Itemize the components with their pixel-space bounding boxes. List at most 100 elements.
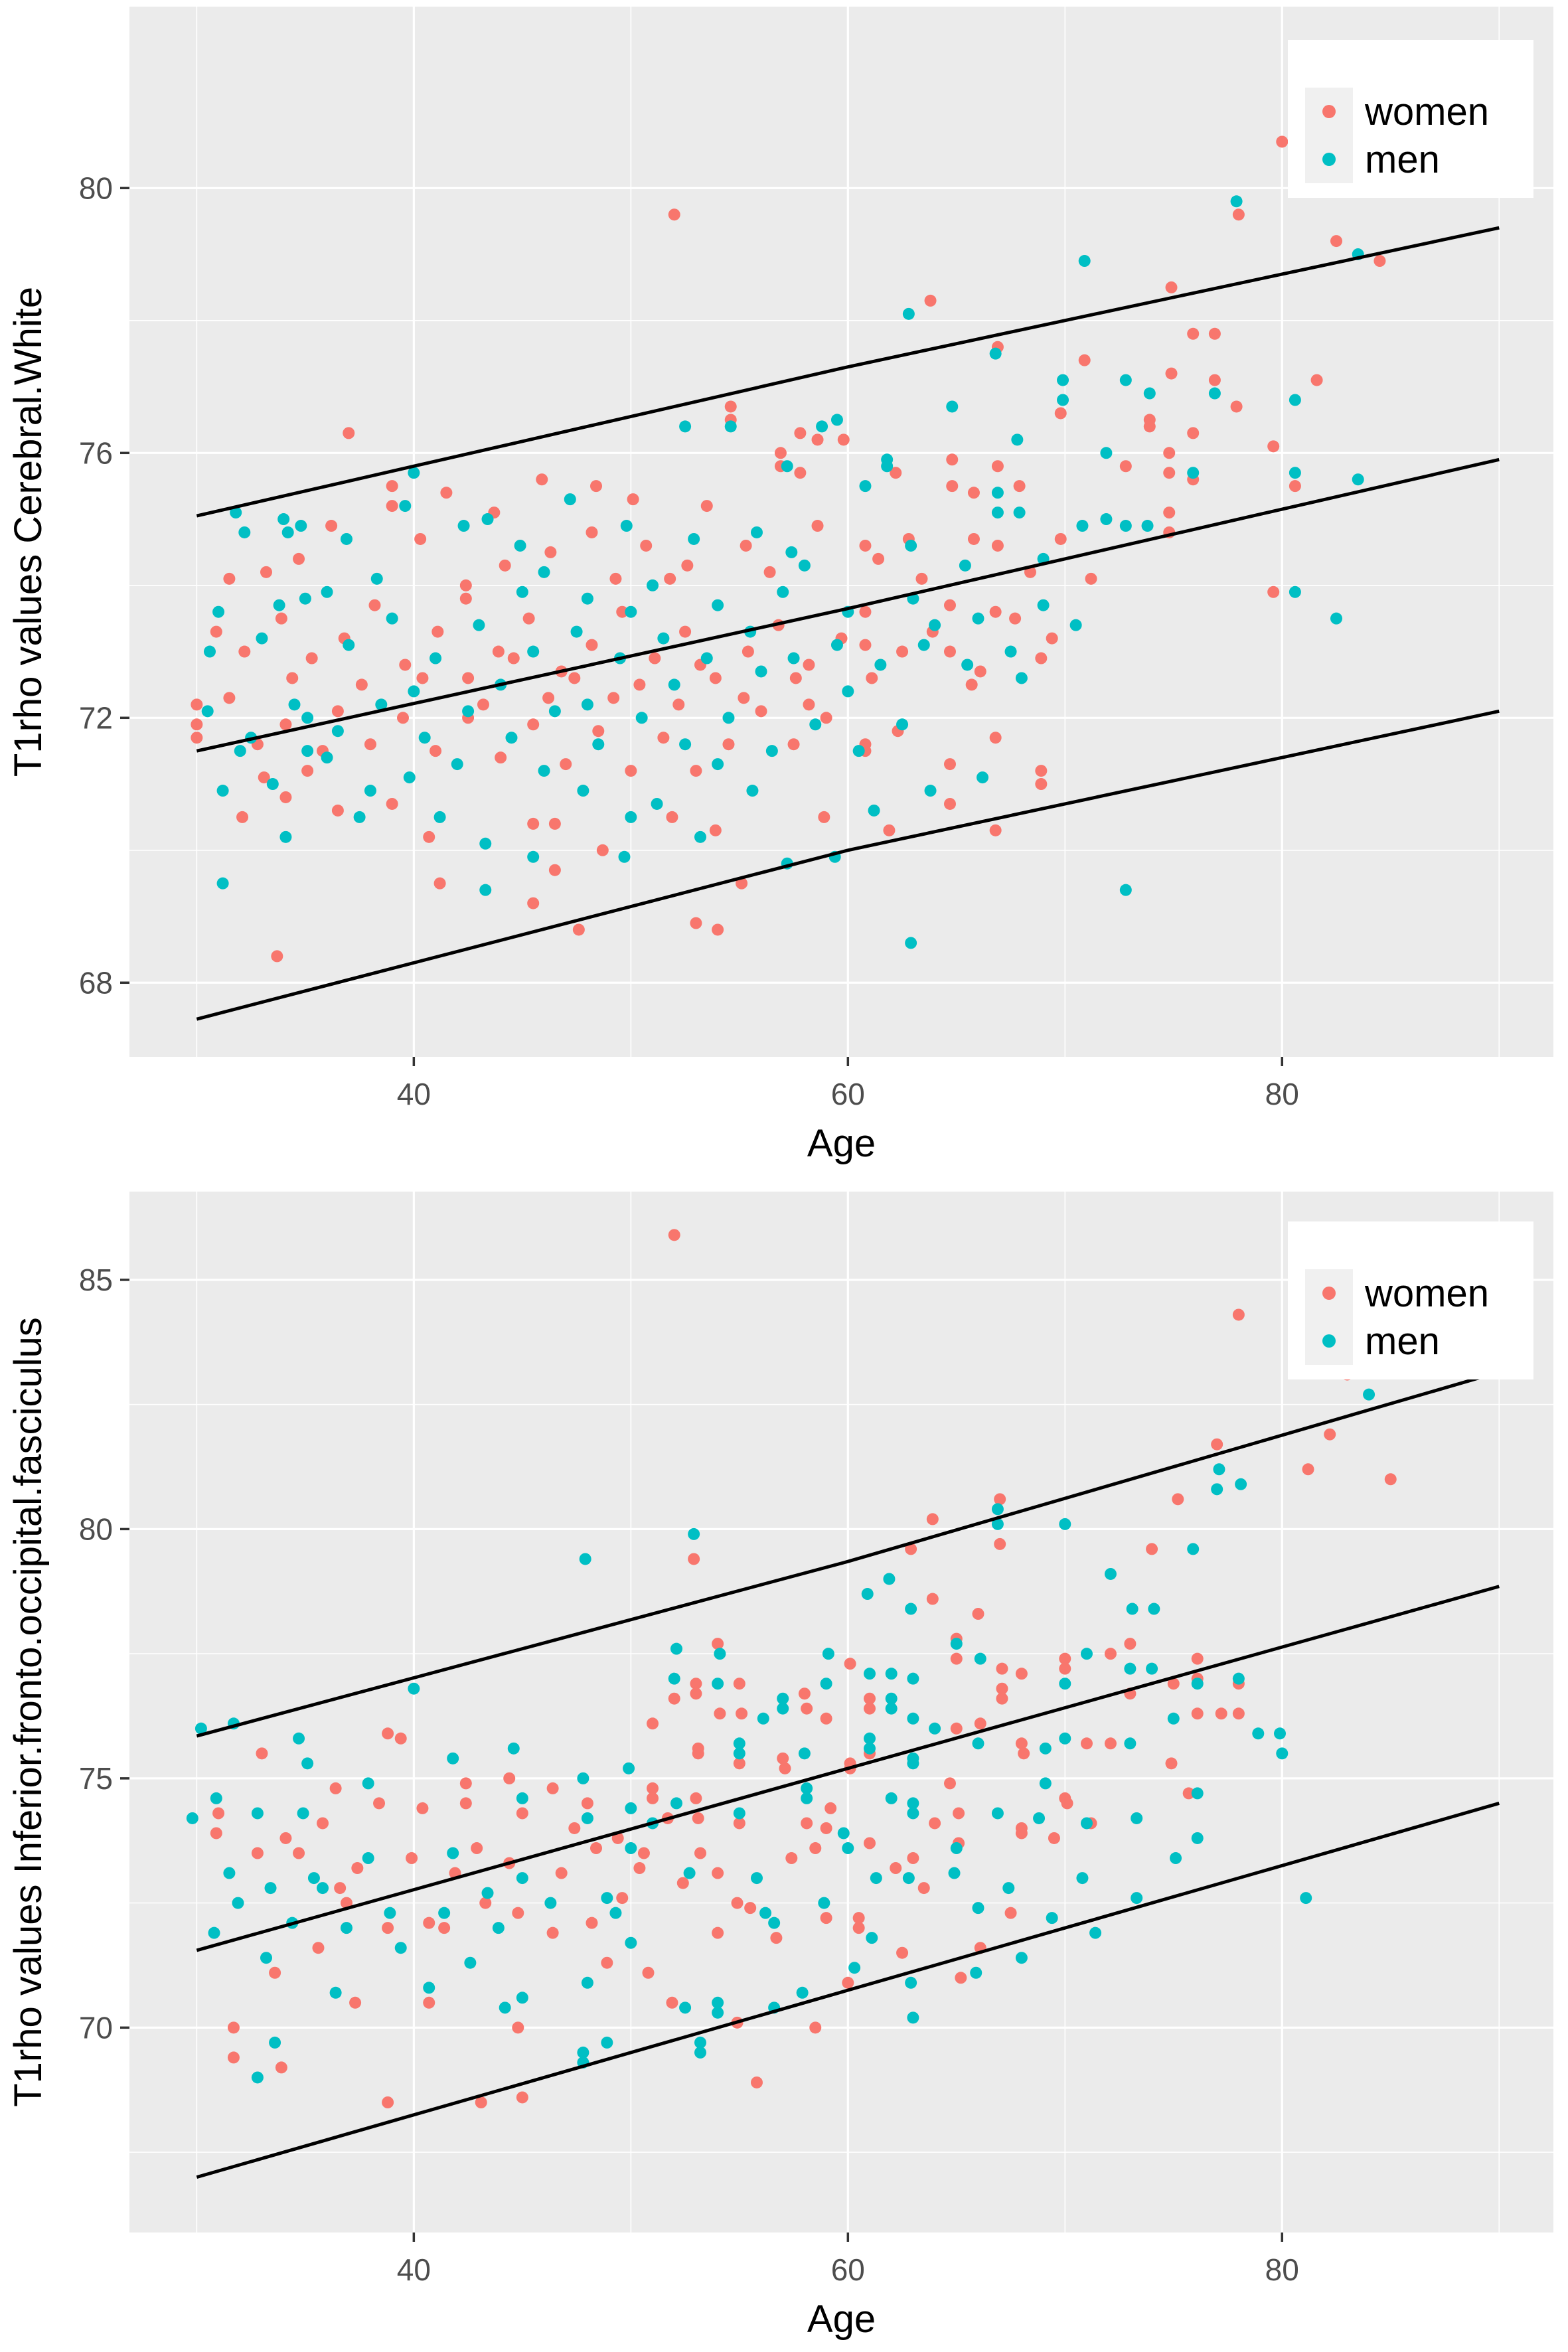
x-tick-label: 40 [397, 2252, 431, 2287]
data-point-men [408, 685, 420, 698]
data-point-women [568, 1822, 581, 1834]
data-point-women [568, 672, 581, 684]
data-point-men [785, 546, 798, 558]
data-point-women [872, 552, 885, 565]
data-point-women [423, 1996, 435, 2009]
data-point-women [692, 1747, 704, 1760]
data-point-women [811, 520, 824, 532]
scatter-plot-cerebral-white: 40 60 80 68 72 76 80 Age T1rho values Cerebral.W… [7, 7, 1553, 1165]
data-point-women [733, 1817, 745, 1830]
data-point-women [991, 539, 1004, 552]
data-point-women [396, 712, 409, 724]
data-point-women [329, 1782, 342, 1794]
data-point-women [974, 1717, 986, 1730]
data-point-women [794, 427, 807, 439]
data-point-men [301, 745, 314, 757]
data-point-women [1035, 652, 1048, 665]
data-point-men [1059, 1732, 1071, 1745]
data-point-men [399, 500, 412, 512]
data-point-women [1191, 1652, 1204, 1665]
data-point-men [972, 1737, 984, 1750]
y-tick-label: 76 [79, 435, 113, 470]
data-point-men [1363, 1388, 1375, 1401]
legend-dot-men [1322, 153, 1336, 166]
data-point-women [859, 605, 872, 618]
data-point-men [679, 738, 692, 751]
data-point-women [989, 824, 1002, 836]
data-point-women [431, 625, 444, 638]
data-point-women [210, 625, 222, 638]
data-point-women [492, 645, 505, 658]
data-point-women [642, 1966, 655, 1979]
data-point-women [459, 592, 472, 605]
data-point-men [1131, 1812, 1143, 1824]
data-point-women [1276, 135, 1289, 148]
data-point-women [787, 738, 800, 751]
data-point-women [647, 1717, 659, 1730]
gridlines-minor [129, 1192, 1553, 2233]
data-point-men [647, 579, 659, 591]
data-point-women [1061, 1797, 1073, 1810]
data-point-men [1191, 1787, 1204, 1800]
data-point-women [883, 824, 896, 836]
data-point-men [1289, 394, 1301, 406]
data-point-women [647, 1792, 659, 1804]
data-point-women [633, 1862, 646, 1875]
data-point-men [238, 526, 251, 538]
data-point-women [755, 705, 767, 718]
data-point-men [266, 778, 279, 791]
data-point-women [637, 1847, 650, 1859]
data-point-men [251, 1807, 264, 1820]
data-point-men [1046, 1912, 1058, 1924]
data-point-women [714, 1707, 726, 1720]
data-point-men [1211, 1483, 1223, 1496]
data-point-women [279, 791, 292, 803]
data-point-women [1080, 1737, 1093, 1750]
data-point-men [579, 1553, 591, 1565]
data-point-men [527, 850, 540, 863]
data-point-men [516, 1872, 528, 1885]
data-point-women [527, 897, 540, 909]
data-point-women [740, 539, 752, 552]
data-point-men [712, 758, 724, 771]
data-point-women [712, 1638, 724, 1650]
data-point-women [943, 645, 956, 658]
data-point-women [801, 1702, 813, 1715]
data-point-men [989, 347, 1002, 360]
data-point-women [953, 1807, 965, 1820]
data-point-men [353, 811, 366, 823]
data-point-men [625, 1802, 637, 1814]
data-point-men [712, 2006, 724, 2019]
data-point-men [991, 507, 1004, 519]
data-point-men [234, 745, 246, 757]
data-point-women [1182, 1787, 1195, 1800]
scatter-plot-ifof: 40 60 80 70 75 80 85 Age T1rho values Inferior.f… [7, 1192, 1553, 2341]
data-point-men [618, 850, 631, 863]
data-point-men [1187, 1543, 1200, 1555]
data-point-women [837, 433, 850, 446]
data-point-men [394, 1942, 407, 1954]
data-point-men [1131, 1892, 1143, 1905]
mean-fit-line [196, 457, 1500, 753]
data-point-men [538, 566, 550, 578]
data-point-women [672, 698, 685, 711]
data-point-women [1324, 1428, 1336, 1441]
data-point-men [375, 698, 388, 711]
data-point-men [479, 884, 492, 896]
data-point-women [820, 712, 832, 724]
data-point-men [870, 1872, 882, 1885]
data-point-men [924, 785, 937, 797]
data-point-women [890, 467, 902, 479]
data-point-men [516, 1992, 528, 2004]
axes: 40 60 80 68 72 76 80 [79, 171, 1299, 1111]
data-point-women [798, 1687, 811, 1700]
data-point-women [625, 765, 637, 777]
data-point-men [885, 1702, 898, 1715]
data-point-men [946, 400, 959, 413]
data-point-women [736, 1707, 748, 1720]
data-point-women [251, 1847, 264, 1859]
data-point-men [1235, 1478, 1247, 1490]
data-point-women [852, 1912, 865, 1924]
data-point-women [750, 2076, 763, 2088]
data-point-women [666, 811, 678, 823]
